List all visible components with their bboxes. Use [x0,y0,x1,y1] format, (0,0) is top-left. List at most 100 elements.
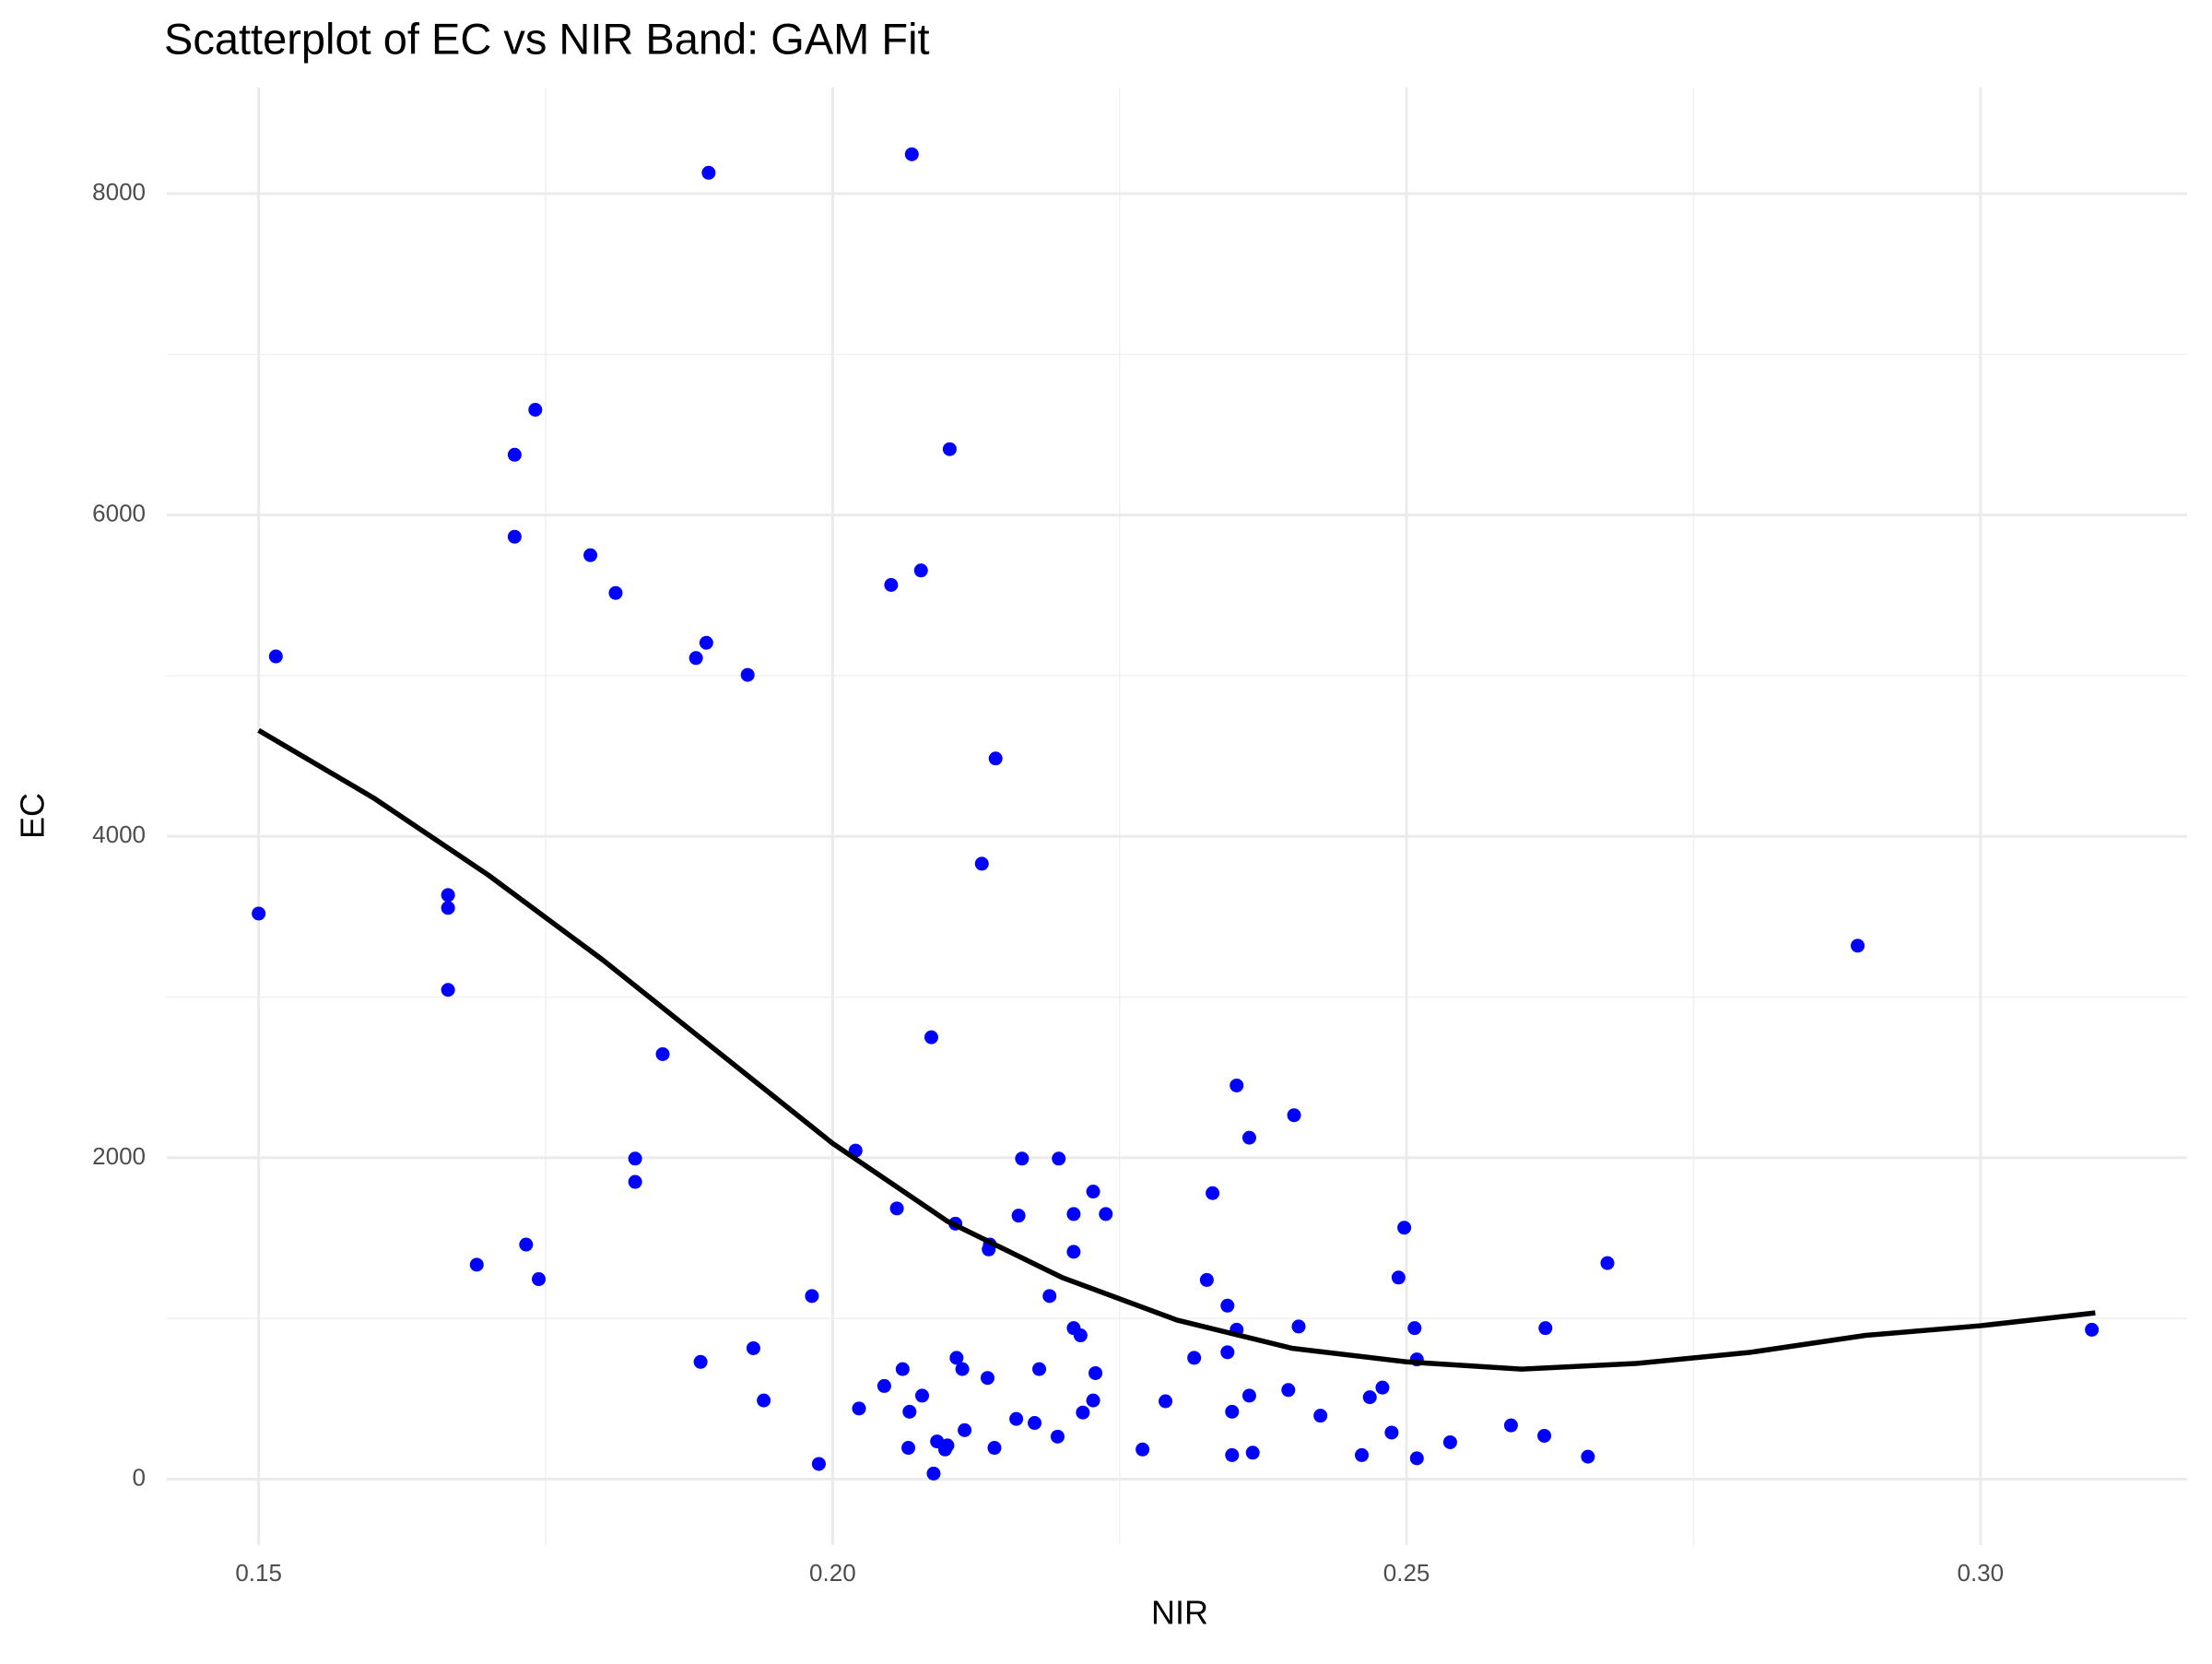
point [1032,1362,1047,1376]
point [2085,1322,2100,1337]
x-tick-label: 0.30 [1958,1559,2005,1587]
point [519,1237,534,1252]
x-tick-label: 0.20 [809,1559,856,1587]
point [1066,1207,1081,1221]
point [1011,1209,1026,1223]
point [1076,1405,1090,1420]
point [852,1401,866,1416]
fit-line [257,727,2096,1372]
point [974,856,989,871]
point [1291,1319,1306,1334]
point [1241,1388,1256,1403]
point [1538,1321,1553,1336]
point [1225,1404,1240,1419]
point [1537,1428,1552,1443]
point [1391,1270,1406,1285]
point [1159,1394,1173,1409]
point [904,147,919,161]
point [924,1030,938,1044]
point [877,1378,891,1393]
point [1225,1447,1240,1462]
point [583,548,598,562]
point [757,1393,771,1408]
point [1086,1393,1100,1408]
x-tick-label: 0.15 [235,1559,282,1587]
point [949,1351,964,1365]
point [1086,1185,1100,1199]
point [740,667,755,682]
point [1042,1289,1057,1304]
point [1503,1418,1518,1433]
point [942,442,957,456]
point [988,751,1003,766]
point [1241,1130,1256,1145]
y-axis-title: EC [14,793,52,839]
point [1199,1272,1214,1287]
point [1052,1151,1066,1166]
point [884,577,899,592]
point [811,1457,826,1471]
point [1287,1108,1301,1123]
point [1009,1411,1024,1426]
point [1135,1442,1150,1457]
point [252,906,266,921]
point [528,402,543,417]
y-tick-label: 6000 [92,500,146,527]
y-tick-label: 8000 [92,178,146,206]
y-tick-label: 2000 [92,1142,146,1170]
point [913,563,928,578]
point [940,1438,955,1453]
point [1384,1425,1399,1440]
point [1281,1383,1296,1398]
point [1073,1328,1088,1343]
point [1313,1409,1328,1423]
point [628,1151,642,1166]
point [746,1340,760,1355]
point [1220,1345,1235,1360]
point [1442,1434,1457,1449]
point [441,983,455,997]
point [901,1441,916,1456]
point [1088,1365,1103,1380]
point [1397,1221,1412,1235]
point [469,1257,484,1272]
point [1407,1321,1422,1336]
point [987,1441,1002,1456]
point [532,1272,547,1287]
point [1362,1390,1377,1405]
point [1066,1245,1081,1259]
point [955,1362,970,1376]
point [1187,1351,1202,1365]
point [1099,1207,1113,1221]
point [1355,1447,1370,1462]
point [701,165,716,180]
point [699,635,713,650]
point [1409,1451,1424,1466]
point [608,585,623,600]
point [1015,1151,1030,1166]
point [1050,1429,1065,1444]
point [805,1289,819,1304]
point [1220,1298,1235,1313]
point [1230,1078,1244,1092]
point [441,888,455,903]
point [1600,1256,1615,1270]
point [1581,1449,1595,1464]
point [628,1174,642,1189]
point [693,1354,708,1369]
point [958,1422,972,1437]
point [441,901,455,915]
point [655,1046,670,1061]
x-axis-title: NIR [1151,1594,1208,1632]
point [902,1404,917,1419]
point [688,651,703,666]
y-tick-label: 0 [133,1463,146,1491]
point [926,1466,941,1481]
point [895,1362,910,1376]
point [1375,1380,1390,1395]
point [507,529,522,544]
y-tick-label: 4000 [92,820,146,848]
point [1206,1186,1220,1200]
